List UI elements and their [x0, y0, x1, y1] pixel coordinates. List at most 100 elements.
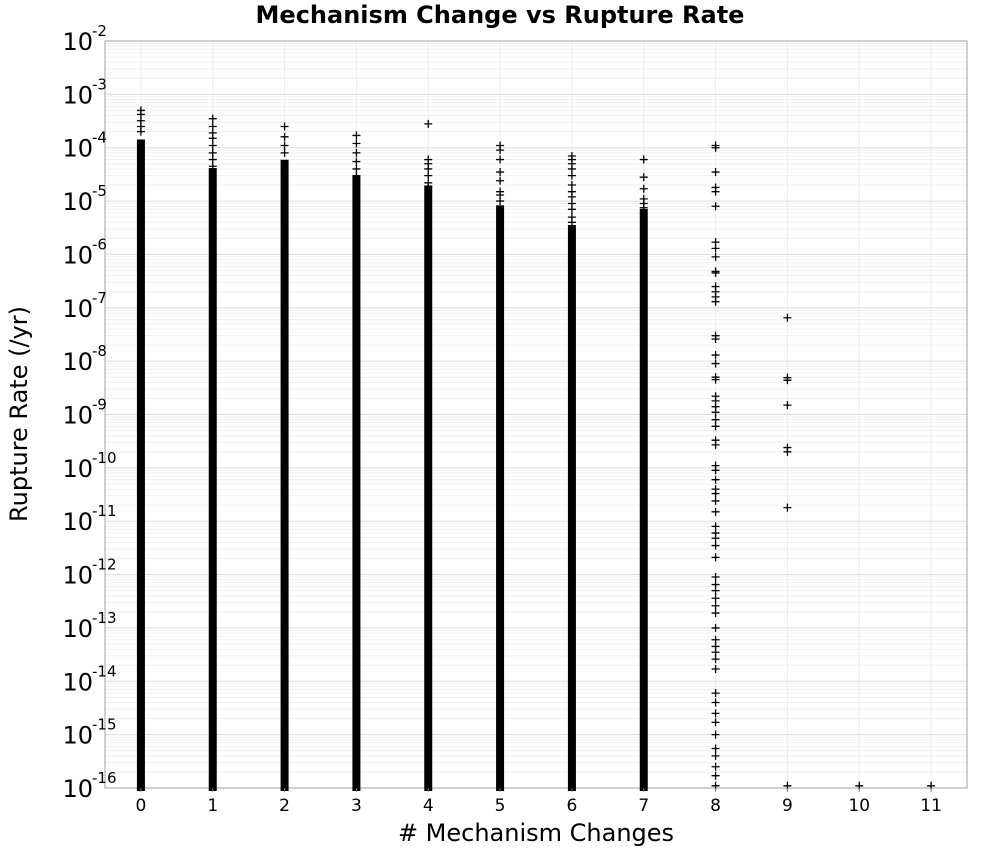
data-point-band [496, 205, 505, 791]
data-point [711, 187, 720, 196]
data-point [711, 422, 720, 431]
data-point-band [567, 224, 576, 791]
y-tick: 10 -8 [62, 342, 107, 376]
data-point [639, 184, 648, 193]
data-point [783, 503, 792, 512]
data-point [711, 335, 720, 344]
y-tick-exponent: -2 [92, 22, 107, 40]
x-tick-label: 9 [782, 796, 793, 816]
y-tick: 10 -9 [62, 396, 107, 430]
x-axis-ticks: 0 1 2 3 4 5 6 7 8 9 10 11 [136, 788, 942, 816]
y-tick: 10 -5 [62, 182, 107, 216]
data-point [567, 181, 576, 190]
data-point [639, 173, 648, 182]
x-tick-label: 6 [567, 796, 578, 816]
data-point [711, 698, 720, 707]
data-point [711, 718, 720, 727]
data-point [496, 168, 505, 177]
data-point [711, 351, 720, 360]
data-point [711, 655, 720, 664]
y-tick: 10 -2 [62, 22, 107, 56]
data-point [711, 623, 720, 632]
data-point [567, 171, 576, 180]
data-point [496, 155, 505, 164]
data-point [352, 171, 361, 180]
data-point [783, 313, 792, 322]
data-point [424, 119, 433, 128]
data-point [208, 114, 217, 123]
data-point [783, 401, 792, 410]
data-point [567, 218, 576, 227]
y-tick-exponent: -6 [92, 235, 107, 253]
data-point [711, 573, 720, 582]
y-tick: 10 -10 [62, 449, 116, 483]
y-tick-exponent: -11 [92, 502, 117, 520]
data-point [711, 751, 720, 760]
data-point [711, 730, 720, 739]
x-tick-label: 0 [136, 796, 147, 816]
y-tick: 10 -16 [62, 769, 116, 803]
data-point [711, 244, 720, 253]
y-tick-exponent: -16 [92, 769, 117, 787]
data-point [711, 168, 720, 177]
y-tick-exponent: -13 [92, 609, 117, 627]
y-tick-base: 10 [62, 81, 93, 109]
data-point [711, 297, 720, 306]
data-point-band [208, 168, 217, 792]
x-tick-label: 11 [920, 796, 942, 816]
y-tick: 10 -3 [62, 75, 107, 109]
x-tick-label: 1 [207, 796, 218, 816]
data-point [711, 648, 720, 657]
data-point [352, 131, 361, 140]
data-point [711, 507, 720, 516]
data-point [280, 141, 289, 150]
data-point [208, 155, 217, 164]
x-tick-label: 5 [495, 796, 506, 816]
y-tick-base: 10 [62, 775, 93, 803]
y-tick-base: 10 [62, 135, 93, 163]
y-tick-base: 10 [62, 722, 93, 750]
y-tick: 10 -6 [62, 235, 107, 269]
data-point [424, 182, 433, 191]
data-point-band [280, 159, 289, 792]
y-tick-base: 10 [62, 508, 93, 536]
data-point [280, 148, 289, 157]
data-point [567, 205, 576, 214]
data-point [711, 475, 720, 484]
y-tick-exponent: -8 [92, 342, 107, 360]
y-tick-base: 10 [62, 668, 93, 696]
y-tick-base: 10 [62, 295, 93, 323]
data-point [352, 157, 361, 166]
y-tick-base: 10 [62, 455, 93, 483]
data-point [711, 375, 720, 384]
data-point [711, 771, 720, 780]
y-tick-exponent: -14 [92, 662, 117, 680]
y-tick-exponent: -5 [92, 182, 107, 200]
data-point [711, 268, 720, 277]
y-tick: 10 -7 [62, 289, 107, 323]
y-tick-exponent: -15 [92, 716, 117, 734]
data-point [711, 408, 720, 417]
data-point [280, 132, 289, 141]
data-point [496, 146, 505, 155]
y-tick-base: 10 [62, 615, 93, 643]
data-point [496, 176, 505, 185]
data-point [424, 171, 433, 180]
data-point-band [352, 175, 361, 791]
data-point [352, 139, 361, 148]
x-tick-label: 3 [351, 796, 362, 816]
data-point [639, 203, 648, 212]
data-point [711, 762, 720, 771]
data-point [711, 664, 720, 673]
data-point [783, 376, 792, 385]
data-point [711, 252, 720, 261]
data-point-band [639, 208, 648, 792]
x-tick-label: 2 [279, 796, 290, 816]
data-point [711, 440, 720, 449]
data-point [711, 541, 720, 550]
data-point-band [424, 186, 433, 791]
chart-title: Mechanism Change vs Rupture Rate [256, 1, 745, 29]
data-point [711, 534, 720, 543]
